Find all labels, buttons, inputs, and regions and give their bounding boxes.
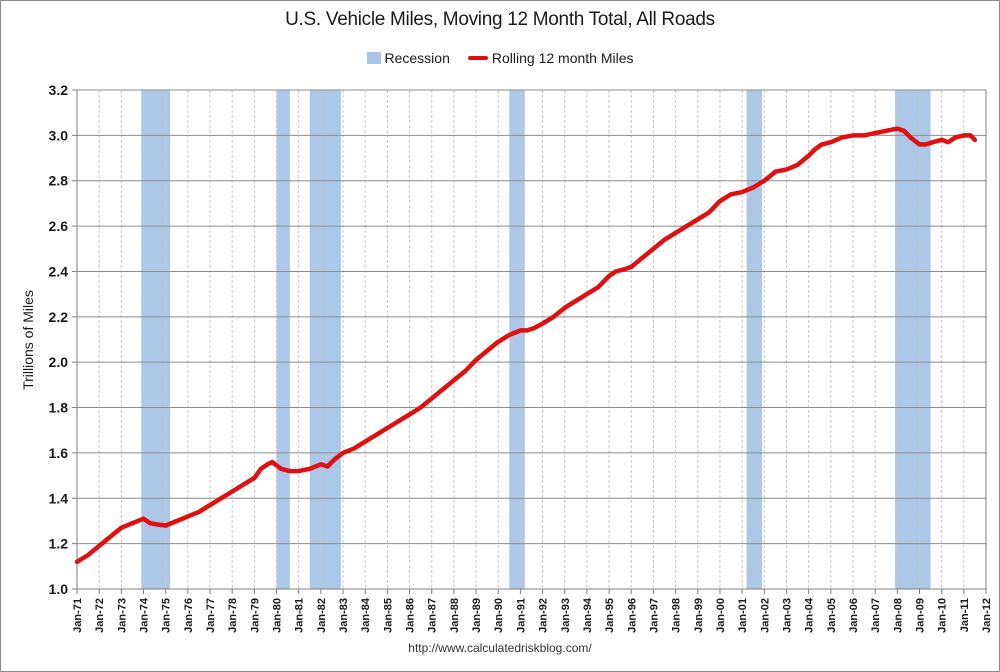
x-tick-label: Jan-78 [227, 598, 239, 633]
x-tick-label: Jan-95 [604, 598, 616, 633]
x-tick-label: Jan-09 [914, 598, 926, 633]
x-tick-label: Jan-83 [338, 598, 350, 633]
x-tick-label: Jan-02 [759, 598, 771, 633]
x-tick-label: Jan-89 [471, 598, 483, 633]
legend-item-recession: Recession [366, 50, 450, 66]
series-line [74, 126, 978, 565]
y-tick-label: 2.4 [49, 263, 69, 279]
legend-item-miles: Rolling 12 month Miles [467, 50, 634, 66]
x-tick-label: Jan-76 [183, 598, 195, 633]
x-tick-label: Jan-84 [360, 597, 372, 633]
x-tick-label: Jan-05 [826, 598, 838, 633]
x-tick-label: Jan-80 [272, 598, 284, 633]
series-line-rolling-miles [74, 126, 978, 565]
y-tick-label: 1.8 [49, 400, 69, 416]
x-tick-label: Jan-73 [116, 598, 128, 633]
y-tick-label: 1.2 [49, 536, 69, 552]
x-tick-label: Jan-91 [515, 598, 527, 633]
x-tick-label: Jan-99 [693, 598, 705, 633]
x-tick-label: Jan-74 [139, 597, 151, 633]
y-tick-label: 2.8 [49, 173, 69, 189]
x-tick-label: Jan-10 [937, 598, 949, 633]
x-tick-label: Jan-81 [294, 598, 306, 633]
x-tick-label: Jan-97 [648, 598, 660, 633]
x-tick-label: Jan-07 [870, 598, 882, 633]
x-tick-label: Jan-88 [449, 598, 461, 633]
x-tick-label: Jan-98 [671, 598, 683, 633]
x-tick-label: Jan-94 [582, 597, 594, 633]
y-axis-label: Trillions of Miles [20, 290, 36, 390]
y-tick-label: 1.4 [49, 490, 69, 506]
x-tick-label: Jan-85 [382, 598, 394, 633]
recession-band [746, 90, 763, 589]
x-tick-label: Jan-92 [538, 598, 550, 633]
x-tick-label: Jan-82 [316, 598, 328, 633]
x-tick-label: Jan-00 [715, 598, 727, 633]
recession-band [141, 90, 171, 589]
legend: Recession Rolling 12 month Miles [0, 50, 1000, 66]
x-tick-label: Jan-03 [781, 598, 793, 633]
y-tick-label: 2.0 [49, 354, 69, 370]
x-tick-label: Jan-86 [405, 598, 417, 633]
y-tick-label: 3.2 [49, 82, 69, 98]
legend-swatch-miles [467, 56, 488, 60]
x-tick-label: Jan-87 [427, 598, 439, 633]
x-tick-label: Jan-75 [161, 598, 173, 633]
recession-band [276, 90, 290, 589]
x-tick-label: Jan-93 [560, 598, 572, 633]
y-tick-label: 1.0 [49, 581, 69, 597]
legend-label-recession: Recession [384, 50, 450, 66]
y-tick-label: 3.0 [49, 127, 69, 143]
recession-band [509, 90, 525, 589]
recession-band [895, 90, 931, 589]
y-tick-label: 2.6 [49, 218, 69, 234]
x-tick-label: Jan-96 [626, 598, 638, 633]
chart-title: U.S. Vehicle Miles, Moving 12 Month Tota… [285, 9, 715, 30]
x-tick-label: Jan-04 [804, 597, 816, 633]
x-tick-label: Jan-79 [249, 598, 261, 633]
recession-band [309, 90, 341, 589]
y-tick-label: 1.6 [49, 445, 69, 461]
legend-swatch-recession [366, 52, 381, 64]
x-tick-label: Jan-11 [959, 598, 971, 632]
x-tick-label: Jan-01 [737, 598, 749, 633]
source-url: http://www.calculatedriskblog.com/ [408, 641, 592, 655]
gridlines [77, 89, 986, 590]
recession-bands [141, 90, 931, 589]
x-tick-label: Jan-71 [72, 598, 84, 633]
legend-label-miles: Rolling 12 month Miles [491, 50, 634, 66]
x-tick-label: Jan-72 [94, 598, 106, 633]
x-tick-label: Jan-06 [848, 598, 860, 633]
x-tick-label: Jan-77 [205, 598, 217, 633]
x-tick-label: Jan-12 [981, 598, 993, 633]
y-tick-label: 2.2 [49, 309, 69, 325]
x-tick-label: Jan-08 [892, 598, 904, 633]
axes: Jan-71 Jan-72 Jan-73 Jan-74 Jan-75 Jan-76 Jan-… [49, 82, 993, 633]
x-tick-label: Jan-90 [493, 598, 505, 633]
